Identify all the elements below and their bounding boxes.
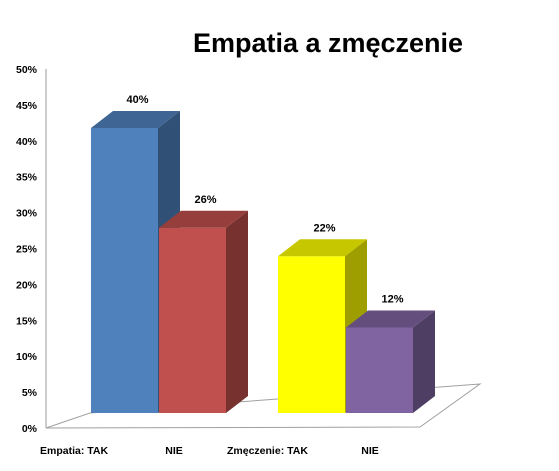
bar-front bbox=[91, 128, 158, 413]
y-axis-ticks: 0% 5% 10% 15% 20% 25% 30% 35% 40% 45% 50% bbox=[16, 64, 38, 435]
y-tick-label: 25% bbox=[16, 244, 38, 256]
y-tick-label: 50% bbox=[16, 64, 38, 76]
bar bbox=[159, 210, 248, 413]
y-tick-label: 20% bbox=[16, 279, 38, 291]
bar bbox=[278, 239, 367, 413]
data-label: 40% bbox=[126, 94, 148, 106]
category-label: NIE bbox=[361, 445, 379, 457]
y-tick-label: 40% bbox=[16, 136, 38, 148]
data-label: 26% bbox=[194, 194, 216, 206]
bar-top bbox=[91, 111, 180, 128]
bar-side bbox=[413, 310, 435, 413]
bar-front bbox=[346, 327, 413, 413]
bar-top bbox=[346, 310, 435, 328]
category-label: Empatia: TAK bbox=[40, 445, 108, 457]
y-tick-label: 10% bbox=[16, 351, 38, 363]
bars bbox=[91, 111, 435, 413]
y-tick-label: 15% bbox=[16, 315, 38, 327]
category-label: NIE bbox=[165, 445, 183, 457]
bar bbox=[346, 310, 435, 413]
chart-title: Empatia a zmęczenie bbox=[193, 28, 463, 58]
bar-top bbox=[159, 210, 248, 228]
data-label: 12% bbox=[381, 294, 403, 306]
bar-front bbox=[278, 256, 345, 413]
y-tick-label: 5% bbox=[22, 387, 38, 399]
bar-side bbox=[226, 210, 248, 413]
y-tick-label: 45% bbox=[16, 100, 38, 112]
bar-front bbox=[159, 227, 226, 413]
category-labels: Empatia: TAK NIE Zmęczenie: TAK NIE bbox=[40, 445, 379, 457]
y-tick-label: 0% bbox=[22, 423, 38, 435]
y-tick-label: 35% bbox=[16, 172, 38, 184]
bar-top bbox=[278, 239, 367, 257]
y-tick-label: 30% bbox=[16, 208, 38, 220]
data-labels: 40% 26% 22% 12% bbox=[126, 94, 403, 306]
category-label: Zmęczenie: TAK bbox=[227, 445, 308, 457]
data-label: 22% bbox=[313, 222, 335, 234]
